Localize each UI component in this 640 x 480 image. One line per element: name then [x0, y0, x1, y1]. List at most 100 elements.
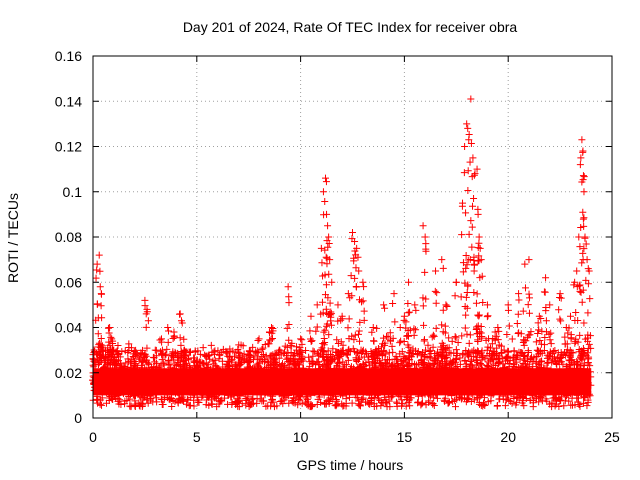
data-point	[325, 396, 333, 404]
data-point	[476, 274, 484, 282]
data-point	[468, 243, 476, 251]
data-point	[542, 328, 550, 336]
data-point	[578, 136, 586, 144]
data-point	[421, 233, 429, 241]
data-point	[549, 394, 557, 402]
data-point	[533, 346, 541, 354]
data-point	[520, 402, 528, 410]
data-point	[414, 399, 422, 407]
data-point	[110, 365, 118, 373]
data-point	[472, 299, 480, 307]
data-point	[246, 351, 254, 359]
data-point	[344, 324, 352, 332]
data-point	[255, 363, 263, 371]
data-point	[411, 366, 419, 374]
data-point	[150, 363, 158, 371]
data-point	[491, 328, 499, 336]
data-point	[580, 214, 588, 222]
data-point	[576, 243, 584, 251]
data-point	[215, 366, 223, 374]
data-point	[254, 348, 262, 356]
data-point	[575, 282, 583, 290]
data-point	[470, 171, 478, 179]
data-point	[178, 319, 186, 327]
data-point	[319, 309, 327, 317]
data-point	[144, 399, 152, 407]
data-point	[577, 223, 585, 231]
data-point	[104, 324, 112, 332]
data-point	[224, 348, 232, 356]
data-point	[568, 356, 576, 364]
data-point	[349, 228, 356, 236]
data-point	[473, 290, 481, 298]
data-point	[464, 124, 472, 132]
data-point	[402, 402, 410, 410]
data-point	[520, 352, 528, 360]
data-point	[142, 366, 150, 374]
data-point	[462, 347, 470, 355]
data-point	[576, 367, 584, 375]
data-point	[566, 362, 574, 370]
data-point	[181, 348, 189, 356]
data-point	[192, 364, 200, 372]
data-point	[385, 397, 393, 405]
data-point	[348, 332, 356, 340]
data-point	[165, 360, 173, 368]
data-point	[554, 349, 562, 357]
data-point	[144, 396, 152, 404]
data-point	[124, 348, 132, 356]
data-point	[196, 350, 204, 358]
data-point	[570, 281, 578, 289]
data-point	[547, 349, 555, 357]
data-point	[275, 354, 283, 362]
data-point	[460, 350, 468, 358]
data-point	[451, 333, 459, 341]
data-point	[352, 251, 360, 259]
data-point	[287, 357, 295, 365]
data-point	[159, 401, 167, 409]
data-point	[359, 394, 367, 402]
data-point	[470, 289, 478, 297]
data-point	[526, 331, 534, 339]
data-point	[569, 401, 577, 409]
data-point	[298, 336, 306, 344]
data-point	[494, 324, 502, 331]
data-point	[406, 402, 414, 410]
data-point	[235, 403, 243, 411]
data-point	[202, 359, 210, 367]
data-point	[333, 336, 341, 344]
data-point	[255, 335, 263, 343]
data-point	[325, 240, 333, 248]
data-point	[320, 334, 328, 342]
data-point	[458, 351, 466, 359]
data-point	[323, 210, 331, 218]
data-point	[556, 315, 564, 323]
data-point	[313, 301, 321, 309]
data-point	[555, 403, 563, 411]
data-point	[580, 222, 588, 230]
data-point	[208, 400, 216, 408]
data-point	[368, 360, 376, 368]
data-point	[410, 331, 418, 339]
data-point	[90, 346, 98, 354]
data-point	[259, 344, 267, 352]
data-point	[437, 343, 445, 351]
data-point	[369, 324, 377, 331]
data-point	[283, 324, 291, 332]
data-point	[584, 280, 592, 288]
data-point	[478, 333, 486, 341]
data-point	[579, 208, 587, 216]
data-point	[101, 365, 109, 373]
data-point	[212, 394, 220, 402]
data-point	[439, 264, 447, 272]
data-point	[493, 332, 501, 340]
data-point	[473, 395, 481, 403]
data-point	[474, 210, 482, 218]
data-point	[313, 323, 321, 331]
data-point	[442, 301, 450, 309]
data-point	[298, 354, 306, 362]
data-point	[93, 395, 101, 403]
data-point	[91, 348, 99, 356]
data-point	[566, 312, 574, 320]
data-point	[158, 338, 166, 346]
